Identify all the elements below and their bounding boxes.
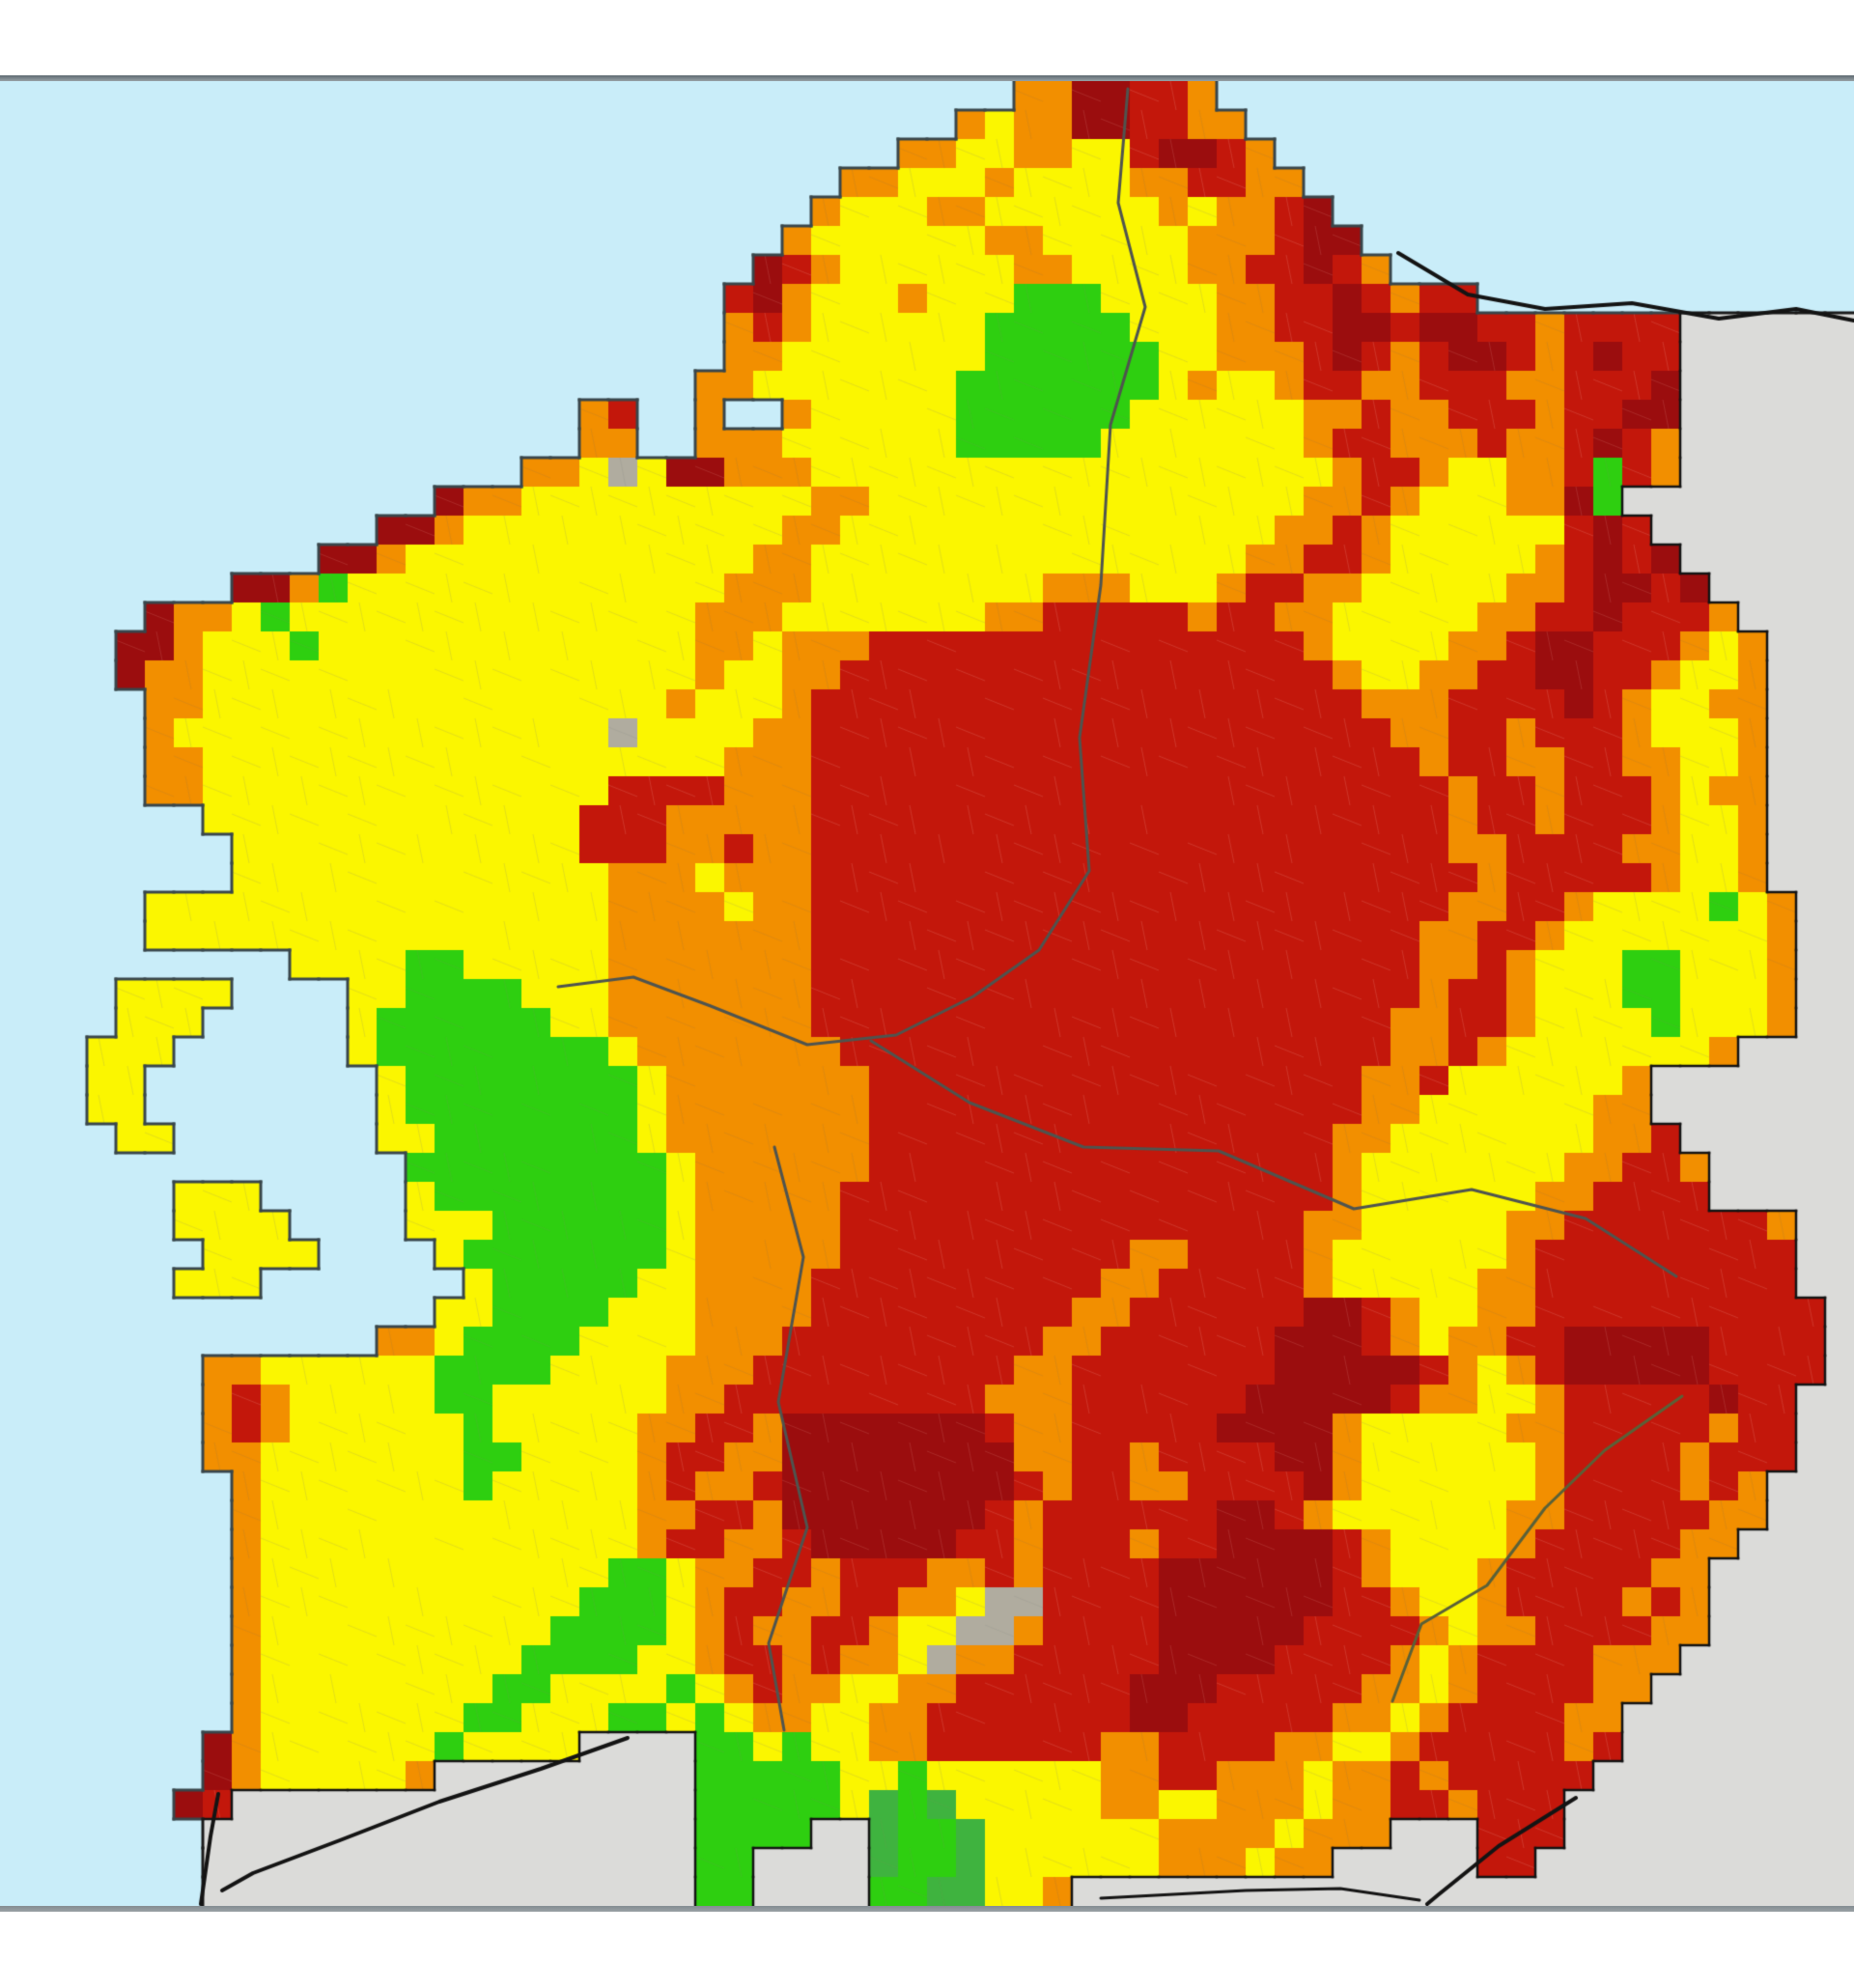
bottom-margin <box>0 1912 1854 1988</box>
top-margin <box>0 0 1854 75</box>
galicia-fire-risk-map-canvas <box>0 81 1854 1906</box>
map-frame-top-border <box>0 75 1854 81</box>
map-frame-bottom-border <box>0 1906 1854 1912</box>
